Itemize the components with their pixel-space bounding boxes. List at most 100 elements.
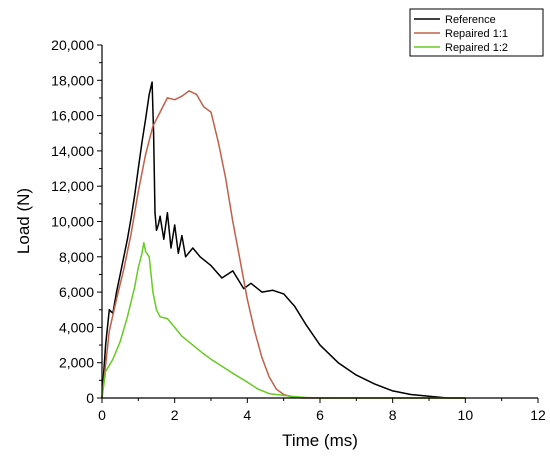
x-tick-label: 10 (458, 407, 474, 423)
data-point-repaired-1-2 (148, 256, 150, 258)
data-point-reference (134, 194, 136, 196)
data-point-repaired-1-2 (141, 252, 143, 254)
y-tick-label: 8,000 (59, 249, 94, 265)
data-point-repaired-1-1 (210, 111, 212, 113)
data-point-reference (283, 293, 285, 295)
data-point-reference (152, 132, 155, 134)
data-point-reference (261, 291, 263, 293)
data-point-repaired-1-2 (181, 335, 183, 337)
data-point-repaired-1-1 (232, 220, 234, 223)
data-point-repaired-1-1 (174, 99, 176, 101)
data-point-repaired-1-1 (152, 125, 154, 127)
data-point-repaired-1-1 (246, 298, 248, 300)
x-axis-title: Time (ms) (282, 431, 358, 450)
y-tick-label: 4,000 (59, 319, 94, 335)
data-point-repaired-1-2 (105, 370, 107, 373)
data-point-repaired-1-2 (143, 242, 145, 244)
data-point-repaired-1-1 (268, 376, 270, 378)
data-point-reference (304, 323, 307, 325)
data-point-reference (184, 256, 187, 258)
data-point-reference (243, 287, 245, 290)
data-point-reference (177, 252, 179, 254)
data-point-reference (272, 289, 274, 291)
data-point-repaired-1-1 (239, 259, 241, 261)
data-point-reference (392, 390, 394, 392)
y-tick-label: 0 (86, 390, 94, 406)
x-tick-label: 2 (171, 407, 179, 423)
data-point-reference (170, 247, 172, 249)
data-point-repaired-1-1 (137, 190, 139, 193)
data-point-reference (250, 282, 252, 284)
x-tick-label: 8 (389, 407, 397, 423)
legend-entries: Reference Repaired 1:1 Repaired 1:2 (414, 14, 508, 54)
y-axis-title: Load (N) (14, 188, 33, 254)
data-point-reference (155, 229, 158, 231)
legend: Reference Repaired 1:1 Repaired 1:2 (409, 8, 544, 57)
data-point-reference (108, 309, 110, 311)
data-point-repaired-1-2 (159, 316, 161, 318)
data-point-reference (174, 224, 176, 226)
data-point-reference (293, 305, 296, 307)
x-tick-label: 4 (243, 407, 251, 423)
data-point-reference (181, 235, 183, 237)
data-point-repaired-1-2 (257, 388, 259, 390)
data-point-reference (148, 93, 150, 96)
data-point-reference (159, 215, 161, 217)
data-point-repaired-1-1 (188, 90, 190, 92)
data-point-repaired-1-1 (254, 330, 256, 332)
data-point-repaired-1-1 (261, 356, 263, 359)
y-ticks: 0 2,000 4,000 6,000 8,000 10,000 12,000 14,000 1… (51, 37, 102, 406)
data-point-reference (157, 224, 159, 226)
y-tick-label: 16,000 (51, 108, 94, 124)
data-point-repaired-1-2 (112, 358, 114, 360)
series-line-repaired-1-2 (101, 241, 466, 399)
data-point-repaired-1-2 (283, 394, 285, 396)
data-point-repaired-1-1 (275, 388, 277, 390)
data-point-repaired-1-2 (174, 326, 176, 328)
data-point-reference (145, 118, 147, 120)
data-point-reference (137, 167, 139, 170)
data-point-reference (221, 277, 223, 279)
x-ticks: 0 2 4 6 8 10 12 (98, 398, 546, 423)
series-line-repaired-1-1 (101, 90, 466, 399)
data-point-repaired-1-1 (145, 153, 147, 156)
data-point-repaired-1-2 (293, 395, 296, 398)
legend-label: Repaired 1:2 (445, 42, 508, 54)
data-point-repaired-1-2 (137, 266, 139, 268)
data-point-reference (199, 256, 201, 258)
data-point-reference (337, 362, 339, 364)
data-point-repaired-1-2 (155, 309, 158, 311)
data-point-repaired-1-2 (126, 316, 129, 318)
y-tick-label: 18,000 (51, 72, 94, 88)
data-point-repaired-1-2 (192, 344, 194, 346)
data-point-repaired-1-1 (217, 141, 219, 143)
data-point-reference (373, 383, 376, 385)
data-point-reference (151, 81, 153, 83)
data-point-repaired-1-2 (134, 286, 136, 288)
data-point-reference (154, 212, 156, 214)
data-point-repaired-1-2 (221, 365, 223, 367)
data-point-repaired-1-2 (119, 340, 121, 343)
data-point-repaired-1-1 (203, 106, 205, 108)
data-point-repaired-1-2 (232, 372, 234, 374)
data-point-reference (355, 374, 357, 376)
y-tick-label: 10,000 (51, 214, 94, 230)
data-point-repaired-1-1 (181, 95, 183, 97)
data-point-reference (428, 395, 430, 397)
data-point-reference (126, 238, 129, 240)
data-point-repaired-1-2 (166, 317, 168, 320)
legend-label: Repaired 1:1 (445, 28, 508, 40)
y-tick-label: 20,000 (51, 37, 94, 53)
data-point-repaired-1-1 (166, 97, 168, 99)
data-point-repaired-1-2 (145, 250, 147, 253)
x-tick-label: 0 (98, 407, 106, 423)
data-point-reference (141, 141, 143, 143)
data-point-reference (166, 212, 168, 214)
x-tick-label: 6 (316, 407, 324, 423)
data-point-repaired-1-1 (108, 330, 110, 332)
data-point-reference (410, 393, 412, 396)
y-tick-label: 2,000 (59, 355, 94, 371)
data-point-repaired-1-2 (210, 358, 212, 360)
y-tick-label: 12,000 (51, 178, 94, 194)
